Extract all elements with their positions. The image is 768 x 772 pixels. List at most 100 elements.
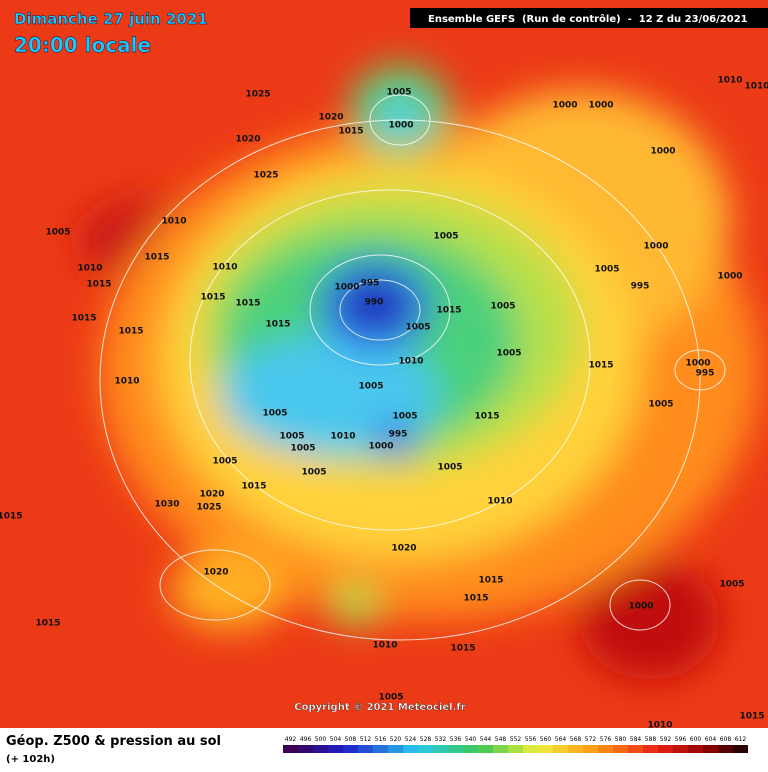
isobar-label: 1000 (334, 283, 359, 293)
isobar-label: 1010 (330, 432, 355, 442)
isobar-label: 1015 (0, 512, 23, 522)
isobar-label: 1010 (77, 264, 102, 274)
scale-cell (388, 745, 403, 753)
isobar-labels: 1025 1005 1020 1000 1015 1020 1025 1010 1005 1005… (0, 76, 768, 731)
isobar-label: 1005 (279, 432, 304, 442)
isobars (99, 94, 726, 641)
scale-label: 576 (600, 736, 612, 743)
scale-cell (403, 745, 418, 753)
isobar-label: 1015 (436, 306, 461, 316)
isobar-label: 1005 (262, 409, 287, 419)
scale-label: 564 (555, 736, 567, 743)
scale-cell (328, 745, 343, 753)
scale-cell (358, 745, 373, 753)
isobar-label: 1000 (588, 101, 613, 111)
scale-cell (553, 745, 568, 753)
scale-cell (493, 745, 508, 753)
isobar-label: 1005 (378, 693, 403, 703)
scale-cell (508, 745, 523, 753)
isobar-label: 1005 (290, 444, 315, 454)
isobar-label: 1005 (594, 265, 619, 275)
scale-cell (613, 745, 628, 753)
local-time: 20:00 locale (14, 33, 151, 57)
isobar-label: 995 (631, 282, 650, 292)
isobar-label: 1020 (199, 490, 224, 500)
scale-label: 524 (405, 736, 417, 743)
scale-label: 504 (330, 736, 342, 743)
scale-cell (583, 745, 598, 753)
scale-label: 516 (375, 736, 387, 743)
scale-label: 544 (480, 736, 492, 743)
scale-label: 600 (690, 736, 702, 743)
isobar-label: 1005 (45, 228, 70, 238)
scale-cell (298, 745, 313, 753)
scale-cell (373, 745, 388, 753)
scale-cell (598, 745, 613, 753)
scale-cell (703, 745, 718, 753)
isobar-label: 1015 (118, 327, 143, 337)
scale-label: 580 (615, 736, 627, 743)
scale-label: 500 (315, 736, 327, 743)
scale-label: 552 (510, 736, 522, 743)
scale-cell (433, 745, 448, 753)
scale-cell (568, 745, 583, 753)
isobar-label: 1015 (235, 299, 260, 309)
isobar-label: 1010 (398, 357, 423, 367)
scale-cell (478, 745, 493, 753)
isobar-label: 995 (389, 430, 408, 440)
isobar-label: 1015 (241, 482, 266, 492)
copyright: Copyright © 2021 Meteociel.fr (294, 702, 465, 713)
isobar-label: 1010 (161, 217, 186, 227)
isobar-label: 1015 (35, 619, 60, 629)
scale-label: 536 (450, 736, 462, 743)
scale-cell (418, 745, 433, 753)
isobar-label: 1005 (358, 382, 383, 392)
isobar-label: 1015 (86, 280, 111, 290)
isobar-label: 1005 (437, 463, 462, 473)
scale-cell (628, 745, 643, 753)
isobar-label: 1020 (318, 113, 343, 123)
scale-label: 496 (300, 736, 312, 743)
color-scale: 492 496 500 504 508 512 516 520 524 528 532 536 540 5… (283, 736, 748, 753)
isobar-label: 1005 (212, 457, 237, 467)
isobar-label: 1015 (478, 576, 503, 586)
isobar-label: 1010 (372, 641, 397, 651)
isobar-label: 1005 (496, 349, 521, 359)
scale-cell (643, 745, 658, 753)
isobar-label: 1030 (154, 500, 179, 510)
isobar-label: 1000 (643, 242, 668, 252)
run-info: Ensemble GEFS (Run de contrôle) - 12 Z d… (428, 13, 748, 25)
scale-cell (718, 745, 733, 753)
isobar-label: 1015 (474, 412, 499, 422)
scale-cell (688, 745, 703, 753)
scale-label: 572 (585, 736, 597, 743)
isobar-label: 1015 (450, 644, 475, 654)
isobar-label: 1010 (717, 76, 742, 86)
footer-title: Géop. Z500 & pression au sol (6, 734, 221, 749)
scale-label: 608 (720, 736, 732, 743)
isobar-label: 1020 (235, 135, 260, 145)
scale-label: 568 (570, 736, 582, 743)
isobar-label: 995 (696, 369, 715, 379)
isobar-label: 1005 (433, 232, 458, 242)
scale-cell (343, 745, 358, 753)
isobar-label: 1000 (368, 442, 393, 452)
isobar-label: 1000 (685, 359, 710, 369)
date: Dimanche 27 juin 2021 (14, 10, 208, 28)
scale-label: 556 (525, 736, 537, 743)
isobar-label: 1015 (588, 361, 613, 371)
isobar-label: 1010 (212, 263, 237, 273)
isobar-label: 1025 (253, 171, 278, 181)
isobar-label: 1005 (490, 302, 515, 312)
isobar-label: 1000 (717, 272, 742, 282)
scale-label: 528 (420, 736, 432, 743)
isobar-label: 1015 (144, 253, 169, 263)
run-box (410, 8, 768, 28)
isobar-label: 1000 (650, 147, 675, 157)
scale-cell (313, 745, 328, 753)
isobar-label: 1015 (200, 293, 225, 303)
isobar-label: 1015 (463, 594, 488, 604)
isobar-label: 1000 (388, 121, 413, 131)
scale-cell (283, 745, 298, 753)
